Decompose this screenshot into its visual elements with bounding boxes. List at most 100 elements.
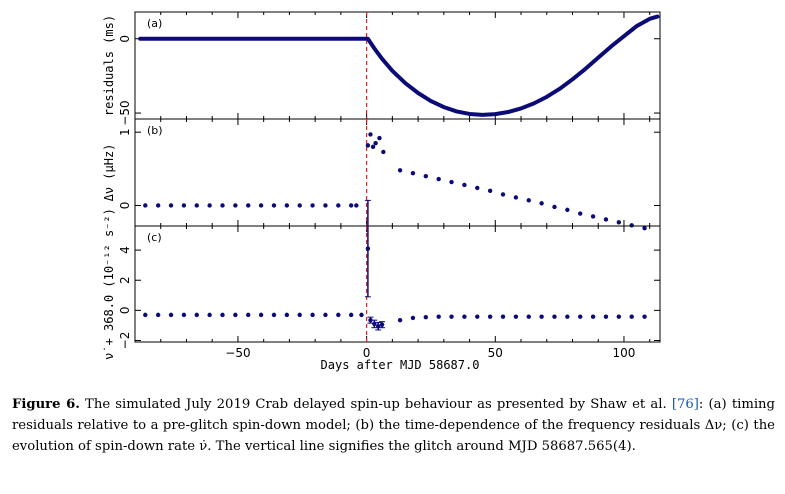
- data-point: [449, 314, 454, 319]
- data-point: [578, 211, 583, 216]
- panel-frame: [134, 118, 661, 227]
- data-point: [565, 314, 570, 319]
- data-point: [354, 203, 359, 208]
- y-axis-label: Δν (μHz): [102, 144, 116, 202]
- data-point: [155, 203, 161, 208]
- caption-figure-label: Figure 6.: [12, 397, 80, 412]
- data-point: [513, 314, 519, 319]
- data-point: [462, 314, 467, 319]
- data-point: [526, 314, 531, 319]
- data-point: [297, 203, 302, 208]
- data-point: [297, 312, 302, 318]
- panel-3: −2 0 2 4 −50 0 50 100 ν̇ + 368.0 (10⁻¹² s⁻²) (c): [102, 199, 661, 360]
- data-point: [578, 314, 583, 319]
- data-point: [271, 203, 277, 208]
- data-point: [207, 203, 212, 208]
- data-point: [194, 312, 199, 318]
- data-point: [220, 203, 225, 208]
- data-point: [539, 314, 544, 319]
- data-point: [143, 312, 148, 318]
- data-point: [410, 171, 416, 176]
- data-point: [603, 217, 609, 222]
- x-tick-label: 0: [363, 346, 371, 360]
- data-point: [220, 312, 225, 318]
- data-point: [207, 312, 212, 318]
- data-point: [526, 198, 531, 203]
- x-axis-label: Days after MJD 58687.0: [321, 358, 480, 372]
- data-point: [552, 204, 557, 210]
- data-point: [436, 314, 441, 319]
- y-tick-label: 0: [118, 35, 132, 43]
- data-point: [423, 314, 429, 320]
- panel-label: (a): [147, 17, 162, 30]
- data-point: [310, 203, 315, 208]
- data-point: [377, 135, 382, 141]
- data-point: [323, 312, 328, 318]
- data-point: [590, 314, 596, 319]
- data-point: [271, 312, 277, 318]
- data-point: [552, 314, 557, 319]
- data-point: [449, 179, 454, 185]
- panel-frame: [134, 225, 661, 343]
- data-point: [642, 225, 647, 231]
- caption-text-part2: : (a) timing residuals relative to a pre…: [12, 397, 775, 454]
- data-point: [368, 317, 373, 323]
- y-axis-label: ν̇ + 368.0 (10⁻¹² s⁻²): [102, 208, 116, 360]
- data-point: [603, 314, 609, 319]
- caption-reference-link[interactable]: [76]: [671, 397, 699, 412]
- data-point: [168, 203, 174, 208]
- data-point: [336, 312, 341, 318]
- data-point: [246, 312, 251, 318]
- data-point: [310, 312, 315, 318]
- data-point: [284, 312, 290, 318]
- data-point: [397, 168, 403, 173]
- y-tick-label: 4: [118, 246, 132, 254]
- data-point: [565, 207, 570, 213]
- data-point: [258, 312, 264, 318]
- data-point: [365, 246, 371, 251]
- y-tick-label: 2: [118, 276, 132, 284]
- panel-2: 0 1Δν (μHz) (b): [102, 118, 661, 231]
- panel-label: (c): [147, 231, 162, 244]
- data-point: [487, 188, 493, 194]
- data-point: [629, 223, 634, 228]
- data-point: [368, 132, 373, 137]
- panel-label: (b): [147, 124, 163, 137]
- data-point: [336, 203, 341, 208]
- x-tick-label: −50: [225, 346, 250, 360]
- data-point: [379, 322, 385, 327]
- data-point: [348, 203, 354, 208]
- data-point: [181, 312, 187, 318]
- data-point: [487, 314, 493, 319]
- data-point: [436, 176, 441, 182]
- data-point: [539, 201, 544, 206]
- data-point: [246, 203, 251, 208]
- residuals-curve: [138, 14, 660, 117]
- data-point: [168, 312, 174, 318]
- data-point: [500, 314, 506, 319]
- data-point: [629, 314, 634, 319]
- y-tick-label: −2: [118, 332, 132, 350]
- data-point: [365, 143, 371, 148]
- data-point: [616, 314, 622, 319]
- x-tick-label: 100: [613, 346, 636, 360]
- y-tick-label: 0: [118, 307, 132, 315]
- data-point: [323, 203, 328, 208]
- data-point: [181, 203, 187, 208]
- panel-frame: [134, 11, 661, 120]
- data-point: [348, 312, 354, 318]
- data-point: [143, 203, 148, 208]
- figure-caption: Figure 6. The simulated July 2019 Crab d…: [12, 394, 775, 457]
- y-tick-label: 1: [118, 128, 132, 136]
- data-point: [397, 317, 403, 323]
- caption-text-part1: The simulated July 2019 Crab delayed spi…: [85, 397, 667, 412]
- data-point: [590, 214, 596, 219]
- data-point: [423, 173, 429, 179]
- data-point: [616, 220, 622, 225]
- data-point: [373, 140, 378, 146]
- data-point: [381, 149, 386, 155]
- y-tick-label: 0: [118, 202, 132, 210]
- y-tick-label: −50: [118, 100, 132, 125]
